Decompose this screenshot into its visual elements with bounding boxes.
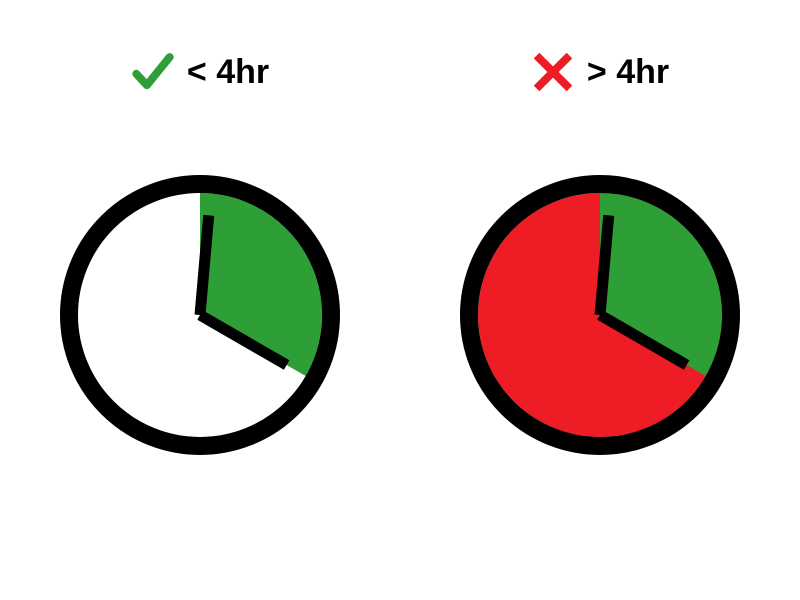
label-under-4hr: < 4hr <box>187 53 269 92</box>
x-icon <box>531 50 575 94</box>
label-over-4hr: > 4hr <box>587 53 669 92</box>
panel-over-4hr: > 4hr <box>400 0 800 600</box>
header-under-4hr: < 4hr <box>0 50 400 94</box>
check-icon <box>131 50 175 94</box>
panel-under-4hr: < 4hr <box>0 0 400 600</box>
clock-under-4hr <box>60 175 340 455</box>
header-over-4hr: > 4hr <box>400 50 800 94</box>
clock-over-4hr <box>460 175 740 455</box>
